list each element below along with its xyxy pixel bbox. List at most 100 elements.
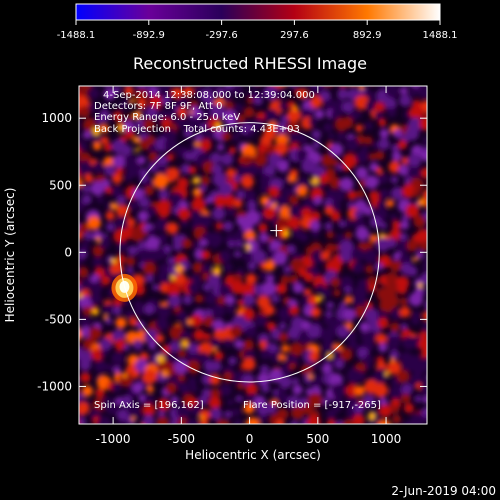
texture-blob <box>339 348 353 361</box>
texture-blob <box>263 304 275 316</box>
texture-blob <box>166 256 176 265</box>
bright-speckle <box>292 105 299 112</box>
texture-blob <box>189 209 201 221</box>
texture-blob <box>188 166 197 175</box>
texture-blob <box>283 265 292 274</box>
texture-blob <box>208 396 222 410</box>
texture-blob <box>91 348 104 361</box>
texture-blob <box>139 352 149 361</box>
texture-blob <box>182 294 193 305</box>
texture-blob <box>165 382 177 395</box>
texture-blob <box>72 114 79 121</box>
texture-blob <box>246 200 257 211</box>
texture-blob <box>263 127 277 141</box>
texture-blob <box>240 175 254 189</box>
texture-blob <box>91 86 96 87</box>
texture-blob <box>296 149 309 162</box>
texture-blob <box>311 230 320 238</box>
texture-blob <box>104 164 116 176</box>
texture-blob <box>241 307 255 321</box>
texture-blob <box>339 177 354 192</box>
texture-blob <box>261 383 270 393</box>
texture-blob <box>401 383 413 396</box>
texture-blob <box>233 418 243 424</box>
texture-blob <box>226 168 237 178</box>
texture-blob <box>124 86 134 96</box>
texture-blob <box>142 118 155 131</box>
texture-blob <box>112 154 127 169</box>
texture-blob <box>102 303 115 316</box>
texture-blob <box>105 86 111 87</box>
texture-blob <box>199 419 209 424</box>
texture-blob <box>353 402 365 414</box>
texture-blob <box>289 86 297 88</box>
texture-blob <box>386 199 395 208</box>
texture-blob <box>234 229 246 241</box>
texture-blob <box>345 219 353 228</box>
texture-blob <box>79 160 93 176</box>
texture-blob <box>82 185 91 194</box>
texture-blob <box>126 162 141 178</box>
texture-blob <box>325 310 333 318</box>
texture-blob <box>308 294 320 306</box>
texture-blob <box>98 237 111 249</box>
texture-blob <box>331 189 345 203</box>
texture-blob <box>324 222 333 231</box>
texture-blob <box>168 294 182 308</box>
texture-blob <box>187 281 201 295</box>
texture-blob <box>125 310 134 319</box>
texture-blob <box>389 228 402 241</box>
texture-blob <box>384 283 398 297</box>
texture-blob <box>116 408 130 422</box>
texture-blob <box>203 333 211 341</box>
chart-title: Reconstructed RHESSI Image <box>133 54 367 73</box>
texture-blob <box>351 247 365 262</box>
texture-blob <box>400 393 411 404</box>
texture-blob <box>143 303 155 316</box>
bright-speckle <box>79 293 83 299</box>
texture-blob <box>120 144 132 156</box>
texture-blob <box>80 241 90 250</box>
texture-blob <box>79 359 91 371</box>
texture-blob <box>79 223 90 235</box>
texture-blob <box>221 131 231 142</box>
texture-blob <box>125 129 135 140</box>
texture-blob <box>289 305 300 316</box>
texture-blob <box>176 404 191 419</box>
texture-blob <box>258 232 269 243</box>
texture-blob <box>79 134 82 142</box>
texture-blob <box>413 215 426 228</box>
info-line-1: 4-Sep-2014 12:38:08.000 to 12:39:04.000 <box>103 90 315 101</box>
texture-blob <box>112 111 123 121</box>
texture-blob <box>270 351 283 364</box>
texture-blob <box>360 333 368 341</box>
texture-blob <box>105 402 118 415</box>
texture-blob <box>233 77 241 85</box>
texture-blob <box>111 173 123 184</box>
texture-blob <box>278 332 289 343</box>
texture-blob <box>400 87 408 95</box>
texture-blob <box>406 239 419 252</box>
texture-blob <box>105 211 115 221</box>
bright-speckle <box>130 98 135 104</box>
bright-speckle <box>117 124 125 132</box>
texture-blob <box>79 106 90 118</box>
texture-blob <box>306 415 321 424</box>
texture-blob <box>170 396 179 405</box>
texture-blob <box>324 206 334 216</box>
bright-speckle <box>178 267 185 273</box>
texture-blob <box>199 184 207 193</box>
texture-blob <box>142 414 155 424</box>
texture-blob <box>79 316 92 328</box>
texture-blob <box>88 326 103 340</box>
texture-blob <box>363 206 374 216</box>
texture-blob <box>420 167 427 179</box>
texture-blob <box>90 181 105 196</box>
texture-blob <box>178 200 189 211</box>
texture-blob <box>134 88 149 103</box>
texture-blob <box>327 132 335 140</box>
plot-frame <box>78 85 428 425</box>
texture-blob <box>353 217 366 230</box>
texture-blob <box>379 188 390 200</box>
bright-speckle <box>368 412 376 420</box>
